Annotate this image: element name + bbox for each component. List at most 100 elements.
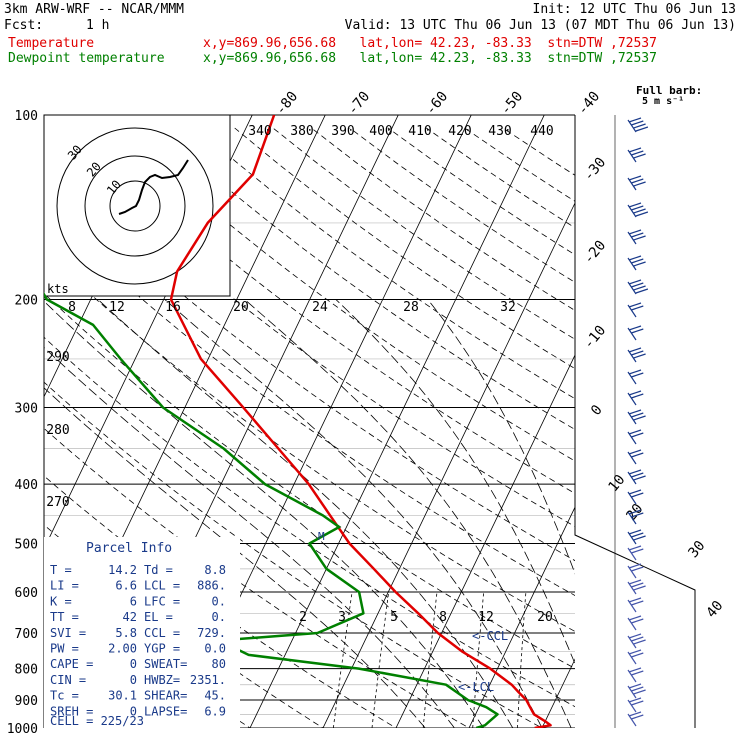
wind-barb-flag [631, 512, 644, 518]
theta-label: 340 [248, 124, 271, 139]
theta-label: 430 [488, 124, 511, 139]
wind-barb-flag [628, 469, 642, 475]
wind-barb-flag [628, 347, 642, 353]
wind-barb-flag [628, 615, 642, 621]
wind-barb-flag [633, 153, 646, 159]
wind-barb-flag [631, 412, 644, 418]
parcel-key: CCL = [144, 626, 180, 640]
wind-barb-flag [631, 328, 644, 334]
moist-adiabat [427, 299, 575, 575]
parcel-value: 2351. [190, 673, 226, 687]
moist-adiabat [44, 387, 426, 728]
wind-barb-flag [631, 452, 644, 458]
dry-adiabat [387, 127, 575, 256]
top-temp-label: -40 [575, 89, 604, 119]
wind-barb-flag [631, 700, 644, 706]
right-temp-label: 40 [703, 598, 726, 621]
wind-barb-flag [633, 235, 646, 241]
wind-barb-flag [628, 489, 642, 495]
wind-barb-flag [628, 529, 642, 535]
mixing-ratio-label: 3 [338, 610, 346, 625]
wind-barb-flag [631, 432, 644, 438]
forecast-label: Fcst: [4, 18, 44, 33]
parcel-key: LFC = [144, 594, 180, 608]
parcel-value: 0 [130, 657, 137, 671]
mixing-ratio-line [472, 591, 485, 728]
hodograph-ring [84, 155, 186, 257]
wind-barb-flag [628, 390, 642, 396]
parcel-key: T = [50, 563, 72, 577]
parcel-key: TT = [50, 610, 79, 624]
wind-barb-flag [628, 667, 642, 673]
wind-barb-flag [633, 585, 646, 591]
isotherm-line [609, 101, 740, 740]
temperature-legend: Temperature [8, 36, 95, 51]
dewpoint-legend: Dewpoint temperature [8, 51, 165, 66]
parcel-key: K = [50, 594, 72, 608]
pressure-tick-label: 300 [15, 401, 38, 416]
parcel-key: CAPE = [50, 657, 93, 671]
dry-adiabat [234, 127, 575, 370]
dewpoint-profile [44, 291, 499, 728]
mixing-ratio-label: 5 [390, 610, 398, 625]
wind-barb-flag [628, 279, 642, 285]
dry-adiabat [44, 336, 575, 708]
theta-side-label: 280 [46, 423, 69, 438]
wind-barb-flag [631, 150, 644, 156]
lcl-marker: <-LCL [458, 680, 494, 694]
dry-adiabat [81, 127, 575, 494]
wind-barb-flag [633, 535, 646, 541]
mixing-ratio-line [577, 592, 582, 728]
mixing-ratio-line [371, 591, 390, 728]
wind-barb-flag [628, 325, 642, 331]
dry-adiabat [502, 127, 575, 176]
wind-barb-flag [628, 302, 642, 308]
pressure-tick-label: 400 [15, 478, 38, 493]
wind-barb-flag [628, 255, 642, 261]
wind-barb-flag [628, 147, 642, 153]
right-temp-label: 0 [588, 402, 606, 419]
wind-barb-flag [628, 649, 642, 655]
wind-barb-flag [631, 282, 644, 288]
dry-adiabat [44, 475, 397, 728]
hodograph-trace [118, 159, 189, 215]
theta-label: 400 [369, 124, 392, 139]
wind-barb-flag [628, 202, 642, 208]
hodograph-speed-label: 24 [312, 300, 328, 315]
parcel-key: EL = [144, 610, 173, 624]
theta-side-label: 290 [46, 350, 69, 365]
dry-adiabat [349, 127, 575, 283]
isotherm-line [249, 115, 545, 728]
parcel-key: PW = [50, 642, 79, 656]
parcel-key: YGP = [144, 642, 180, 656]
parcel-key: Td = [144, 563, 173, 577]
parcel-value: 6.6 [115, 579, 137, 593]
pressure-tick-label: 100 [15, 109, 38, 124]
mixing-ratio-label: 2 [299, 610, 307, 625]
wind-barb-flag [631, 686, 644, 692]
parcel-value: 2.00 [108, 642, 137, 656]
wind-barb-flag [635, 211, 649, 217]
pressure-tick-label: 800 [15, 663, 38, 678]
wind-barb-flag [633, 353, 646, 359]
wind-barb-flag [633, 689, 646, 695]
parcel-key: LI = [50, 579, 79, 593]
hodograph-speed-label: 12 [109, 300, 125, 315]
right-temp-label: -20 [581, 238, 610, 268]
mixing-ratio-label: 12 [478, 610, 494, 625]
parcel-info-title: Parcel Info [86, 541, 172, 556]
hodograph-speed-label: 32 [500, 300, 516, 315]
wind-barb-flag [628, 579, 642, 585]
moist-adiabat [164, 299, 543, 728]
dry-adiabat [44, 524, 324, 728]
parcel-key: CIN = [50, 673, 86, 687]
wind-barb-flag [631, 636, 644, 642]
wind-barb-flag [628, 229, 642, 235]
mixing-ratio-line [517, 591, 527, 728]
parcel-key: HWBZ= [144, 673, 180, 687]
wind-barb-flag [633, 261, 646, 267]
wind-barb-flag [628, 449, 642, 455]
temperature-location-info: x,y=869.96,656.68 lat,lon= 42.23, -83.33… [203, 36, 657, 51]
parcel-value: 0 [130, 704, 137, 718]
dry-adiabat [464, 127, 575, 202]
